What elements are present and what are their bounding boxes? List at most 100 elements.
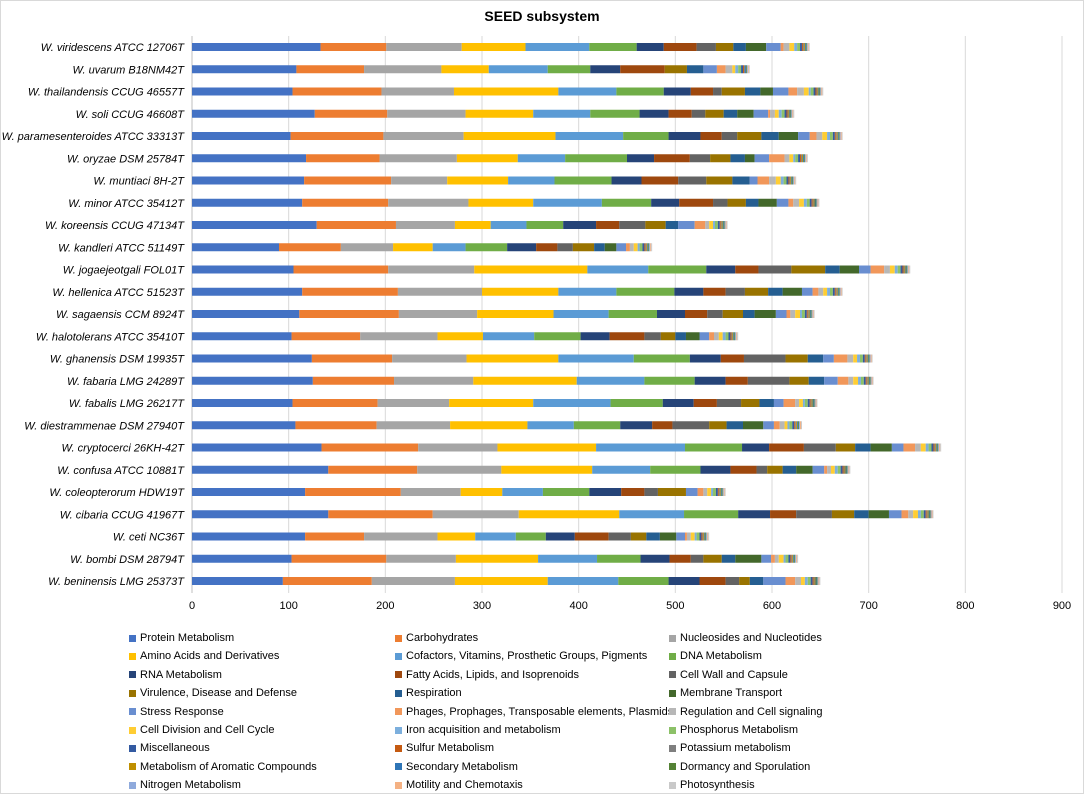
bar-segment bbox=[619, 221, 646, 229]
bar-segment bbox=[793, 109, 795, 118]
bar-segment bbox=[791, 176, 793, 185]
bar-segment bbox=[756, 465, 768, 474]
bar-segment bbox=[647, 243, 649, 252]
bar-segment bbox=[783, 43, 790, 51]
bar-segment bbox=[706, 176, 733, 185]
bar-segment bbox=[742, 443, 770, 452]
bar-segment bbox=[804, 154, 806, 163]
bar-segment bbox=[192, 421, 296, 430]
bar-segment bbox=[857, 354, 860, 363]
legend-item: Metabolism of Aromatic Compounds bbox=[129, 758, 317, 776]
bar-segment bbox=[299, 310, 399, 318]
bar-segment bbox=[620, 65, 665, 74]
bar-segment bbox=[837, 287, 839, 296]
bar-segment bbox=[437, 532, 476, 541]
bar-segment bbox=[811, 399, 813, 407]
bar-segment bbox=[463, 132, 556, 140]
bar-segment bbox=[697, 488, 704, 496]
legend-swatch bbox=[395, 781, 402, 789]
bar-segment bbox=[699, 332, 710, 341]
bar-segment bbox=[790, 109, 792, 118]
bar-segment bbox=[633, 243, 638, 252]
bar-segment bbox=[432, 510, 519, 519]
category-label: W. kandleri ATCC 51149T bbox=[58, 242, 185, 254]
bar-segment bbox=[328, 510, 433, 519]
bar-segment bbox=[393, 243, 433, 252]
bar-segment bbox=[795, 154, 799, 163]
legend-swatch bbox=[395, 726, 402, 734]
bar-segment bbox=[827, 287, 830, 296]
bar-segment bbox=[735, 332, 737, 341]
bar-segment bbox=[518, 510, 620, 519]
bar-segment bbox=[799, 421, 801, 430]
x-tick-label: 900 bbox=[1053, 600, 1071, 612]
bar-segment bbox=[604, 243, 617, 252]
bar-segment bbox=[775, 176, 781, 185]
legend-label: Photosynthesis bbox=[680, 779, 755, 792]
bar-segment bbox=[743, 65, 744, 74]
bar-segment bbox=[640, 554, 670, 563]
bar-segment bbox=[792, 421, 795, 430]
bar-segment bbox=[645, 243, 647, 252]
legend-item: Iron acquisition and metabolism bbox=[395, 721, 561, 739]
bar-segment bbox=[723, 488, 725, 496]
legend-label: Respiration bbox=[406, 687, 462, 700]
legend-swatch bbox=[669, 708, 676, 716]
bar-segment bbox=[699, 577, 726, 585]
category-label: W. thailandensis CCUG 46557T bbox=[28, 87, 185, 99]
bar-segment bbox=[799, 198, 804, 207]
legend-swatch bbox=[395, 671, 402, 679]
bar-segment bbox=[817, 577, 819, 585]
bar-segment bbox=[749, 577, 764, 585]
bar-segment bbox=[793, 198, 800, 207]
bar-segment bbox=[192, 265, 294, 274]
legend-label: Stress Response bbox=[140, 705, 224, 718]
bar-segment bbox=[860, 376, 864, 385]
bar-segment bbox=[722, 310, 743, 318]
bar-segment bbox=[502, 488, 543, 496]
bar-segment bbox=[757, 176, 770, 185]
bar-segment bbox=[832, 287, 835, 296]
bar-segment bbox=[696, 43, 716, 51]
bar-segment bbox=[650, 243, 652, 252]
bar-segment bbox=[192, 87, 293, 96]
bar-segment bbox=[897, 265, 901, 274]
bar-segment bbox=[706, 532, 708, 541]
bar-segment bbox=[796, 510, 832, 519]
bar-segment bbox=[474, 265, 588, 274]
bar-segment bbox=[824, 376, 838, 385]
bar-segment bbox=[754, 310, 776, 318]
bar-segment bbox=[915, 443, 921, 452]
category-label: W. uvarum B18NM42T bbox=[73, 64, 186, 76]
bar-segment bbox=[830, 287, 833, 296]
bar-segment bbox=[716, 399, 742, 407]
bar-segment bbox=[806, 198, 810, 207]
bar-segment bbox=[821, 87, 823, 96]
bar-segment bbox=[618, 577, 669, 585]
bar-segment bbox=[547, 577, 619, 585]
bar-segment bbox=[192, 65, 297, 74]
bar-segment bbox=[714, 221, 718, 229]
bar-segment bbox=[859, 265, 871, 274]
bar-segment bbox=[700, 465, 731, 474]
legend-swatch bbox=[669, 726, 676, 734]
bar-segment bbox=[192, 310, 300, 318]
bar-segment bbox=[587, 265, 649, 274]
bar-segment bbox=[482, 287, 559, 296]
category-label: W. cryptocerci 26KH-42T bbox=[62, 443, 186, 455]
bar-segment bbox=[781, 109, 785, 118]
bar-segment bbox=[796, 421, 798, 430]
bar-segment bbox=[684, 510, 739, 519]
bar-segment bbox=[798, 421, 800, 430]
bar-segment bbox=[843, 465, 845, 474]
bar-segment bbox=[652, 421, 673, 430]
bar-segment bbox=[739, 577, 750, 585]
bar-segment bbox=[657, 488, 686, 496]
bar-segment bbox=[812, 310, 814, 318]
bar-segment bbox=[806, 310, 808, 318]
bar-segment bbox=[825, 265, 840, 274]
bar-segment bbox=[685, 488, 698, 496]
bar-segment bbox=[644, 243, 646, 252]
bar-segment bbox=[475, 532, 516, 541]
bar-segment bbox=[908, 265, 910, 274]
